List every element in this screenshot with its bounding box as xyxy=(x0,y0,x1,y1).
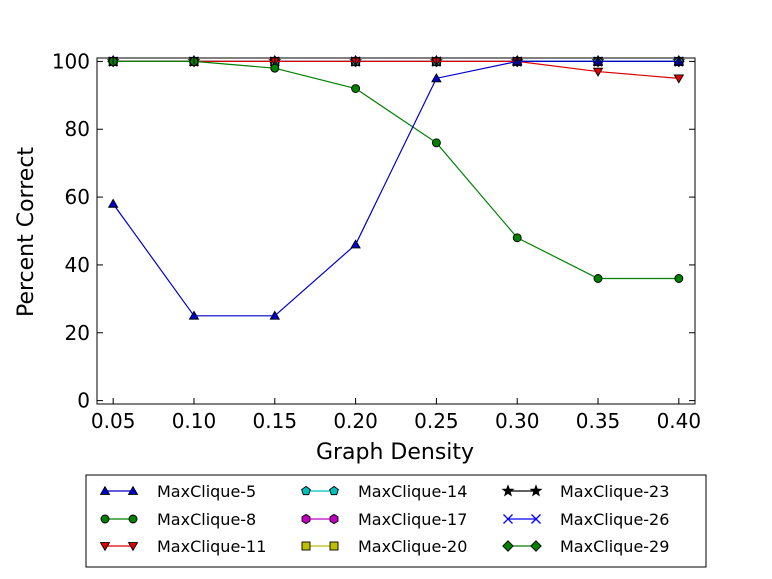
legend-label: MaxClique-20 xyxy=(358,537,467,556)
series-line xyxy=(113,60,679,280)
legend-marker xyxy=(501,484,515,497)
legend-marker xyxy=(301,513,311,525)
legend-entry: MaxClique-11 xyxy=(99,537,266,556)
data-point xyxy=(107,198,119,208)
y-axis-label: Percent Correct xyxy=(14,147,39,317)
legend-marker xyxy=(329,485,339,496)
legend-marker xyxy=(128,514,138,524)
legend-marker xyxy=(502,540,514,552)
x-tick-label: 0.30 xyxy=(495,409,540,433)
y-tick-label: 60 xyxy=(65,185,90,209)
data-point xyxy=(188,310,200,320)
legend-entry: MaxClique-8 xyxy=(100,510,256,529)
legend-entry: MaxClique-29 xyxy=(502,537,669,556)
legend-label: MaxClique-23 xyxy=(560,482,669,501)
y-tick-label: 20 xyxy=(65,321,90,345)
y-tick-label: 100 xyxy=(52,49,90,73)
legend-label: MaxClique-11 xyxy=(157,537,266,556)
data-point xyxy=(431,73,442,83)
legend-entry: MaxClique-17 xyxy=(301,510,467,529)
legend: MaxClique-5 MaxClique-8 MaxClique-11 MaxCli… xyxy=(85,474,707,568)
legend-marker xyxy=(531,514,541,524)
x-tick-label: 0.20 xyxy=(333,409,378,433)
series-line xyxy=(112,60,679,317)
plot-frame xyxy=(96,57,696,405)
legend-label: MaxClique-8 xyxy=(157,510,256,529)
x-tick-label: 0.10 xyxy=(172,409,217,433)
axis-ticks: 0.05 0.10 0.15 0.20 0.25 0.30 0.35 0.40 0 20 40 60 8… xyxy=(52,49,701,433)
y-tick-label: 0 xyxy=(77,389,90,413)
legend-label: MaxClique-26 xyxy=(560,510,669,529)
legend-entry: MaxClique-26 xyxy=(503,510,669,529)
x-tick-label: 0.40 xyxy=(657,409,702,433)
y-tick-label: 80 xyxy=(65,117,90,141)
data-point xyxy=(431,138,441,148)
data-point xyxy=(351,84,361,93)
series-line xyxy=(113,60,679,79)
legend-box xyxy=(85,474,707,568)
legend-label: MaxClique-17 xyxy=(358,510,467,529)
y-tick-label: 40 xyxy=(65,253,90,277)
x-tick-label: 0.05 xyxy=(91,409,136,433)
legend-marker xyxy=(529,484,543,497)
data-point xyxy=(350,239,361,249)
legend-marker xyxy=(301,485,311,496)
legend-label: MaxClique-14 xyxy=(358,482,467,501)
legend-marker xyxy=(503,514,513,524)
data-point xyxy=(673,74,685,84)
legend-entry: MaxClique-20 xyxy=(301,537,467,556)
data-point xyxy=(270,63,280,73)
legend-marker xyxy=(100,514,110,524)
legend-marker xyxy=(127,542,139,552)
data-point xyxy=(512,233,522,243)
x-tick-label: 0.35 xyxy=(576,409,621,433)
series-MaxClique-8 xyxy=(108,56,684,283)
legend-marker xyxy=(99,542,111,552)
series-MaxClique-5 xyxy=(107,56,685,320)
legend-marker xyxy=(329,513,339,525)
data-point xyxy=(592,67,604,77)
legend-entry: MaxClique-14 xyxy=(301,482,467,501)
legend-entry: MaxClique-5 xyxy=(99,482,256,501)
legend-marker xyxy=(127,485,139,495)
data-point xyxy=(269,310,281,320)
x-tick-label: 0.25 xyxy=(414,409,459,433)
legend-label: MaxClique-29 xyxy=(560,537,669,556)
data-point xyxy=(674,274,684,283)
legend-marker xyxy=(99,485,111,495)
data-point xyxy=(593,274,603,283)
plot-area xyxy=(96,57,696,405)
x-tick-label: 0.15 xyxy=(253,409,298,433)
legend-entry: MaxClique-23 xyxy=(501,482,669,501)
legend-marker xyxy=(530,540,542,552)
legend-label: MaxClique-5 xyxy=(157,482,256,501)
x-axis-label: Graph Density xyxy=(316,440,474,465)
legend-marker xyxy=(301,541,311,551)
legend-marker xyxy=(329,541,339,551)
